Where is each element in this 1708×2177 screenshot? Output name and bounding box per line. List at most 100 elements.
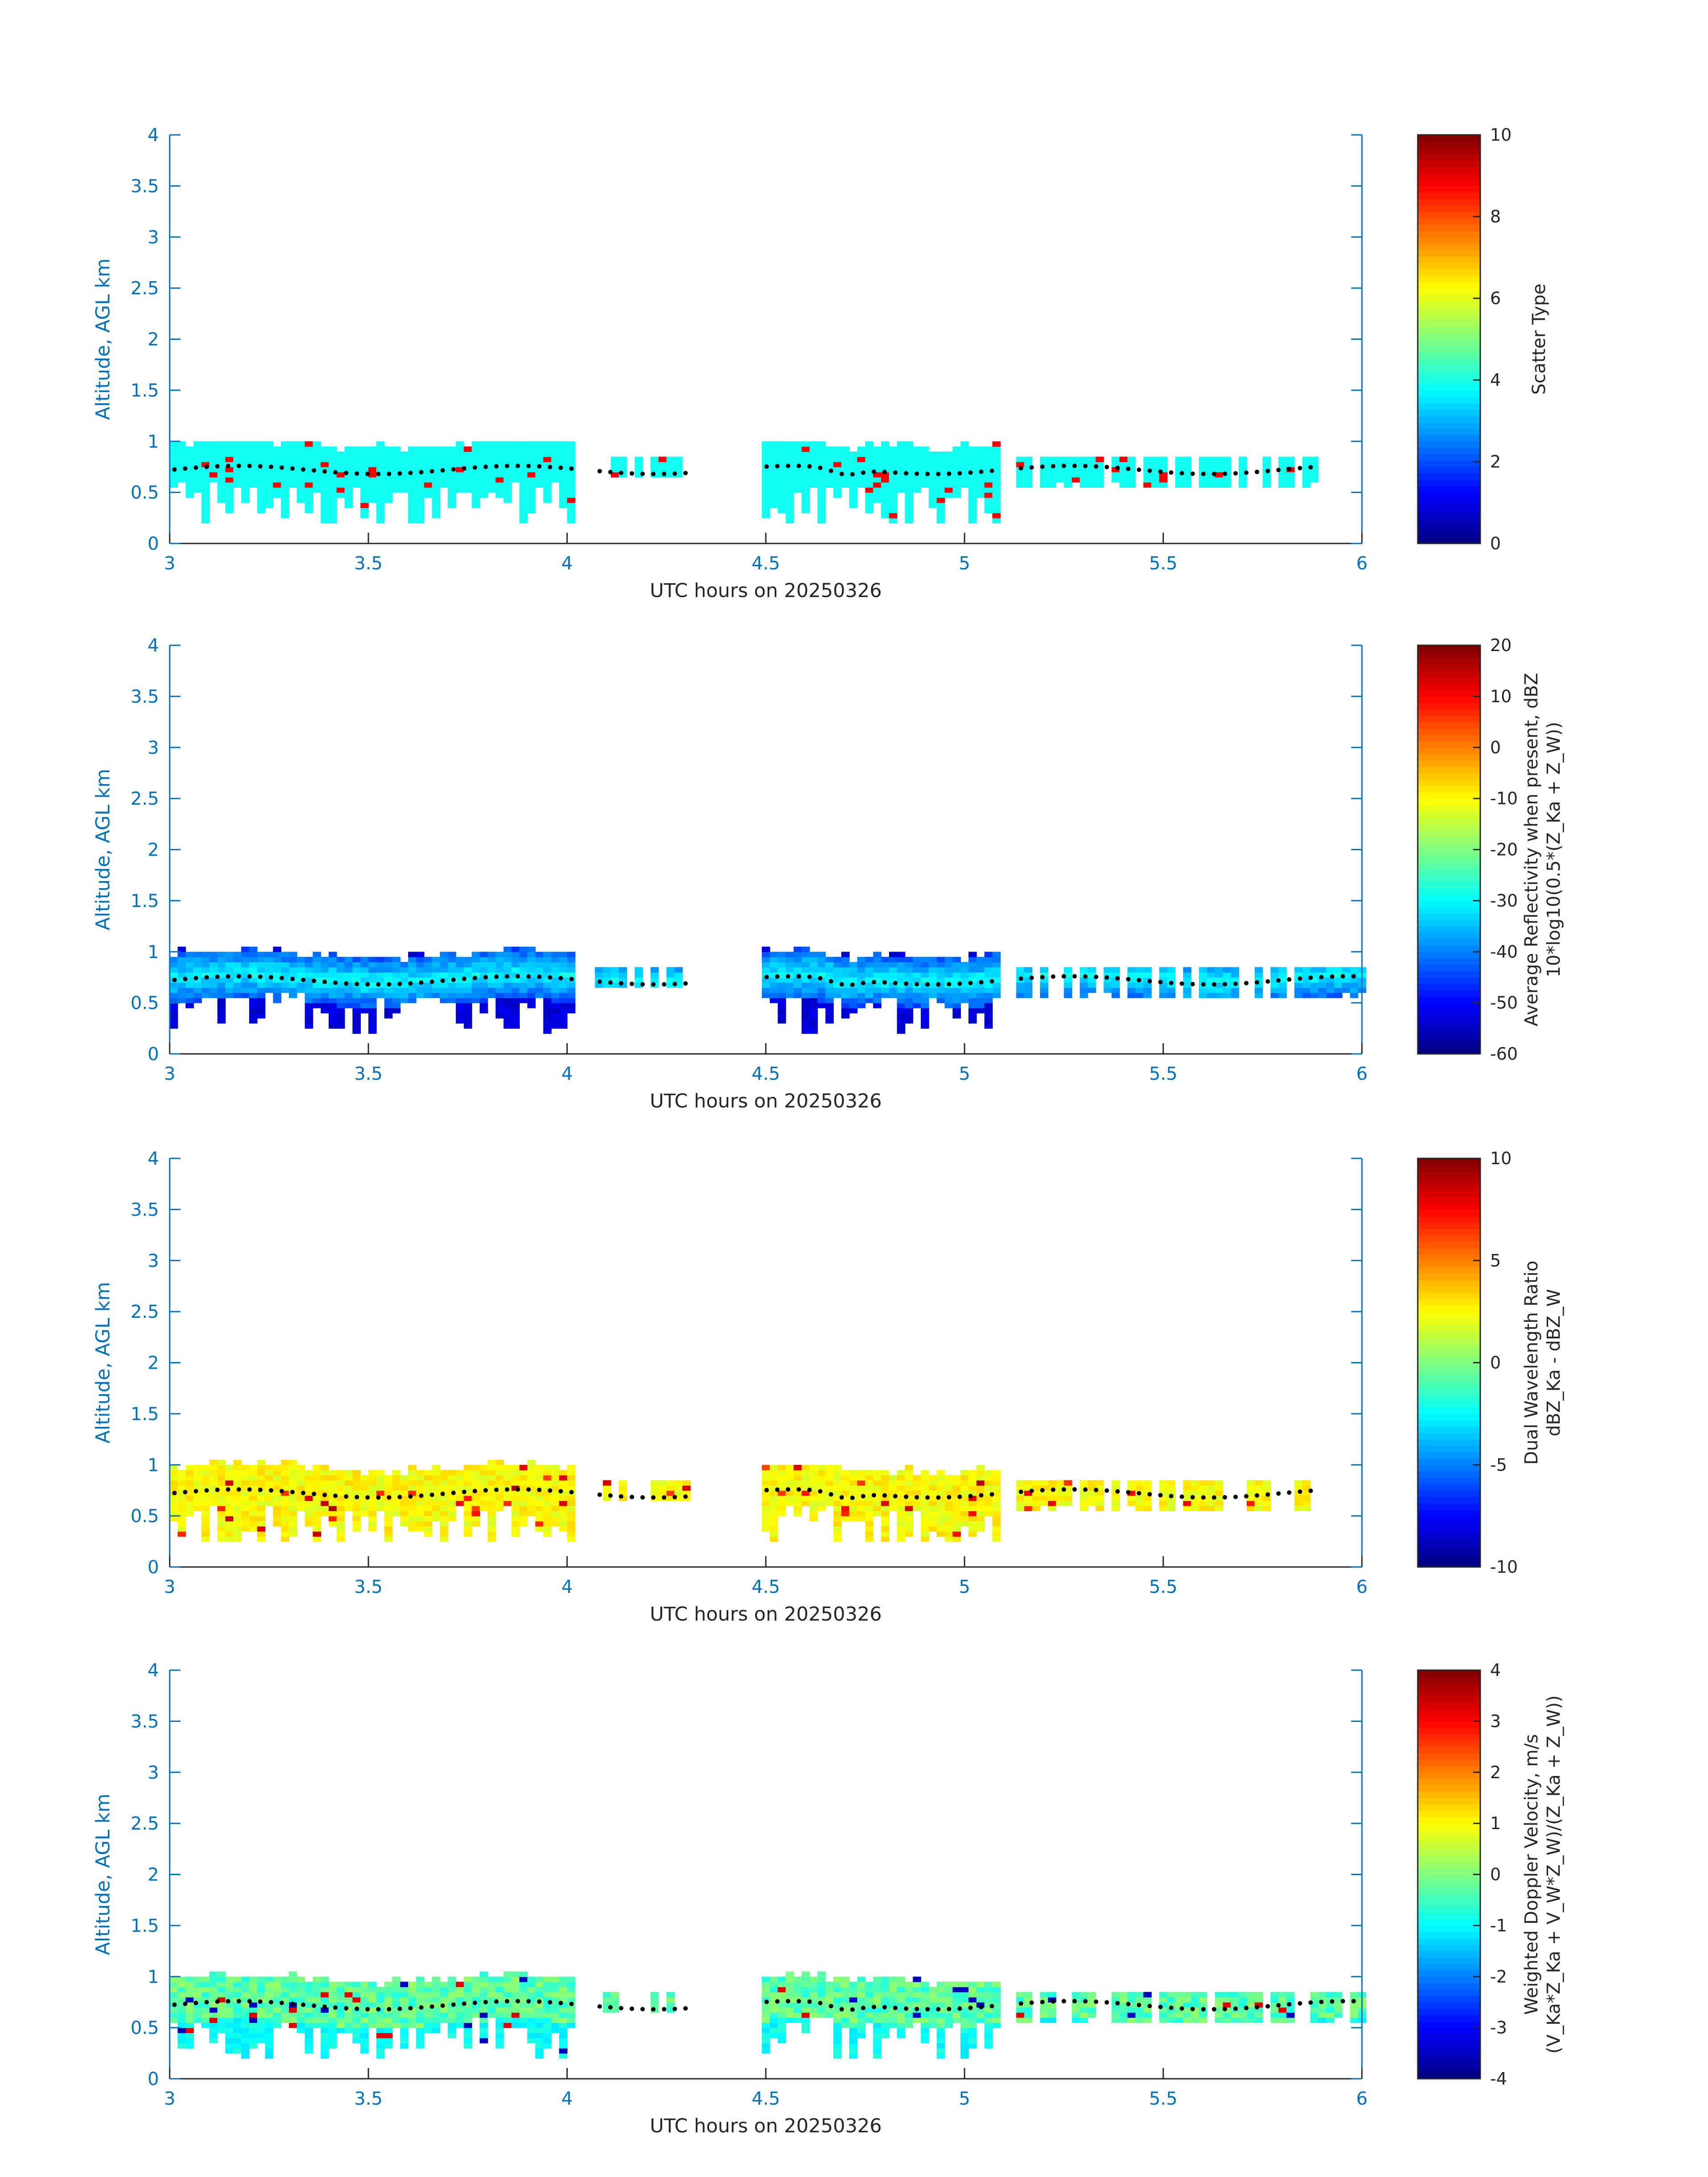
heatmap-cell bbox=[503, 1987, 512, 1993]
heatmap-cell bbox=[559, 1521, 568, 1527]
heatmap-cell bbox=[1262, 482, 1271, 488]
heatmap-cell bbox=[1246, 1495, 1255, 1501]
heatmap-cell bbox=[257, 1013, 266, 1019]
heatmap-cell bbox=[225, 1992, 234, 1997]
heatmap-cell bbox=[960, 1516, 969, 1521]
heatmap-cell bbox=[889, 992, 898, 998]
heatmap-cell bbox=[567, 2007, 576, 2013]
heatmap-cell bbox=[1207, 972, 1215, 978]
heatmap-cell bbox=[296, 492, 305, 498]
cloud-base-point bbox=[1341, 974, 1345, 979]
colorbar-segment bbox=[1418, 875, 1480, 882]
heatmap-cell bbox=[809, 1028, 818, 1034]
heatmap-cell bbox=[857, 451, 866, 457]
heatmap-cell bbox=[321, 2012, 329, 2018]
heatmap-cell bbox=[177, 2038, 186, 2043]
heatmap-cell bbox=[480, 967, 488, 973]
heatmap-cell bbox=[905, 998, 914, 1003]
heatmap-cell bbox=[960, 1521, 969, 1527]
heatmap-cell bbox=[376, 497, 385, 503]
heatmap-cell bbox=[785, 1971, 794, 1977]
heatmap-cell bbox=[1278, 967, 1287, 973]
heatmap-cell bbox=[177, 2043, 186, 2049]
heatmap-cell bbox=[1167, 992, 1176, 998]
heatmap-cell bbox=[313, 2017, 321, 2023]
colorbar-segment bbox=[1418, 422, 1480, 429]
heatmap-cell bbox=[249, 1511, 258, 1517]
heatmap-cell bbox=[567, 513, 576, 518]
heatmap-cell bbox=[305, 1987, 313, 1993]
heatmap-cell bbox=[849, 2053, 858, 2059]
heatmap-cell bbox=[432, 507, 440, 514]
heatmap-cell bbox=[984, 972, 993, 978]
heatmap-cell bbox=[1167, 1480, 1176, 1486]
heatmap-cell bbox=[777, 456, 786, 462]
heatmap-cell bbox=[185, 472, 194, 478]
cloud-base-point bbox=[764, 1488, 769, 1492]
heatmap-cell bbox=[865, 502, 874, 508]
heatmap-cell bbox=[1278, 972, 1287, 978]
heatmap-cell bbox=[511, 477, 520, 483]
heatmap-cell bbox=[305, 1023, 313, 1029]
heatmap-cell bbox=[296, 2007, 305, 2013]
heatmap-cell bbox=[177, 1516, 186, 1521]
heatmap-cell bbox=[448, 482, 456, 488]
heatmap-cell bbox=[785, 1495, 794, 1501]
heatmap-cell bbox=[944, 1003, 953, 1008]
heatmap-cell bbox=[305, 2027, 313, 2033]
heatmap-cell bbox=[825, 1465, 834, 1471]
heatmap-cell bbox=[567, 1536, 576, 1542]
colorbar-tick-label: 6 bbox=[1490, 288, 1501, 308]
heatmap-cell bbox=[762, 946, 770, 952]
heatmap-cell bbox=[321, 477, 329, 483]
heatmap-cell bbox=[865, 1516, 874, 1521]
heatmap-cell bbox=[488, 1516, 496, 1521]
heatmap-cell bbox=[384, 998, 393, 1003]
heatmap-cell bbox=[1334, 982, 1343, 988]
heatmap-cell bbox=[674, 1480, 683, 1486]
heatmap-cell bbox=[1111, 992, 1120, 998]
heatmap-cell bbox=[376, 451, 385, 457]
heatmap-cell bbox=[1072, 477, 1080, 483]
heatmap-cell bbox=[567, 1992, 576, 1997]
colorbar-segment bbox=[1418, 205, 1480, 212]
colorbar-segment bbox=[1418, 1343, 1480, 1350]
heatmap-cell bbox=[897, 1500, 906, 1506]
heatmap-cell bbox=[480, 952, 488, 957]
y-tick-label: 3.5 bbox=[130, 1199, 159, 1220]
heatmap-cell bbox=[201, 446, 210, 452]
heatmap-cell bbox=[873, 998, 881, 1003]
heatmap-cell bbox=[305, 1521, 313, 1527]
y-tick-label: 3.5 bbox=[130, 686, 159, 707]
heatmap-cell bbox=[777, 1997, 786, 2003]
heatmap-cell bbox=[543, 456, 552, 462]
cloud-base-point bbox=[1072, 464, 1077, 468]
cloud-base-point bbox=[1308, 465, 1313, 470]
heatmap-cell bbox=[400, 2022, 409, 2028]
heatmap-cell bbox=[209, 1976, 218, 1982]
heatmap-cell bbox=[368, 992, 377, 998]
heatmap-cell bbox=[1135, 972, 1144, 978]
heatmap-cell bbox=[976, 967, 985, 973]
heatmap-cell bbox=[416, 462, 425, 468]
heatmap-cell bbox=[519, 2002, 528, 2008]
heatmap-cell bbox=[913, 462, 921, 468]
heatmap-cell bbox=[992, 1505, 1001, 1511]
heatmap-cell bbox=[802, 1987, 810, 1993]
heatmap-cell bbox=[344, 492, 353, 498]
heatmap-cell bbox=[265, 2033, 274, 2039]
heatmap-cell bbox=[984, 497, 993, 503]
heatmap-cell bbox=[650, 967, 659, 973]
heatmap-cell bbox=[968, 1531, 977, 1537]
heatmap-cell bbox=[527, 1459, 536, 1465]
heatmap-cell bbox=[440, 456, 448, 462]
heatmap-cell bbox=[305, 2033, 313, 2039]
heatmap-cell bbox=[762, 952, 770, 957]
heatmap-cell bbox=[905, 1013, 914, 1019]
cloud-base-point bbox=[829, 979, 833, 984]
heatmap-cell bbox=[762, 2033, 770, 2039]
heatmap-cell bbox=[928, 1475, 937, 1481]
heatmap-cell bbox=[1334, 992, 1343, 998]
heatmap-cell bbox=[944, 492, 953, 498]
heatmap-cell bbox=[289, 1992, 297, 1997]
